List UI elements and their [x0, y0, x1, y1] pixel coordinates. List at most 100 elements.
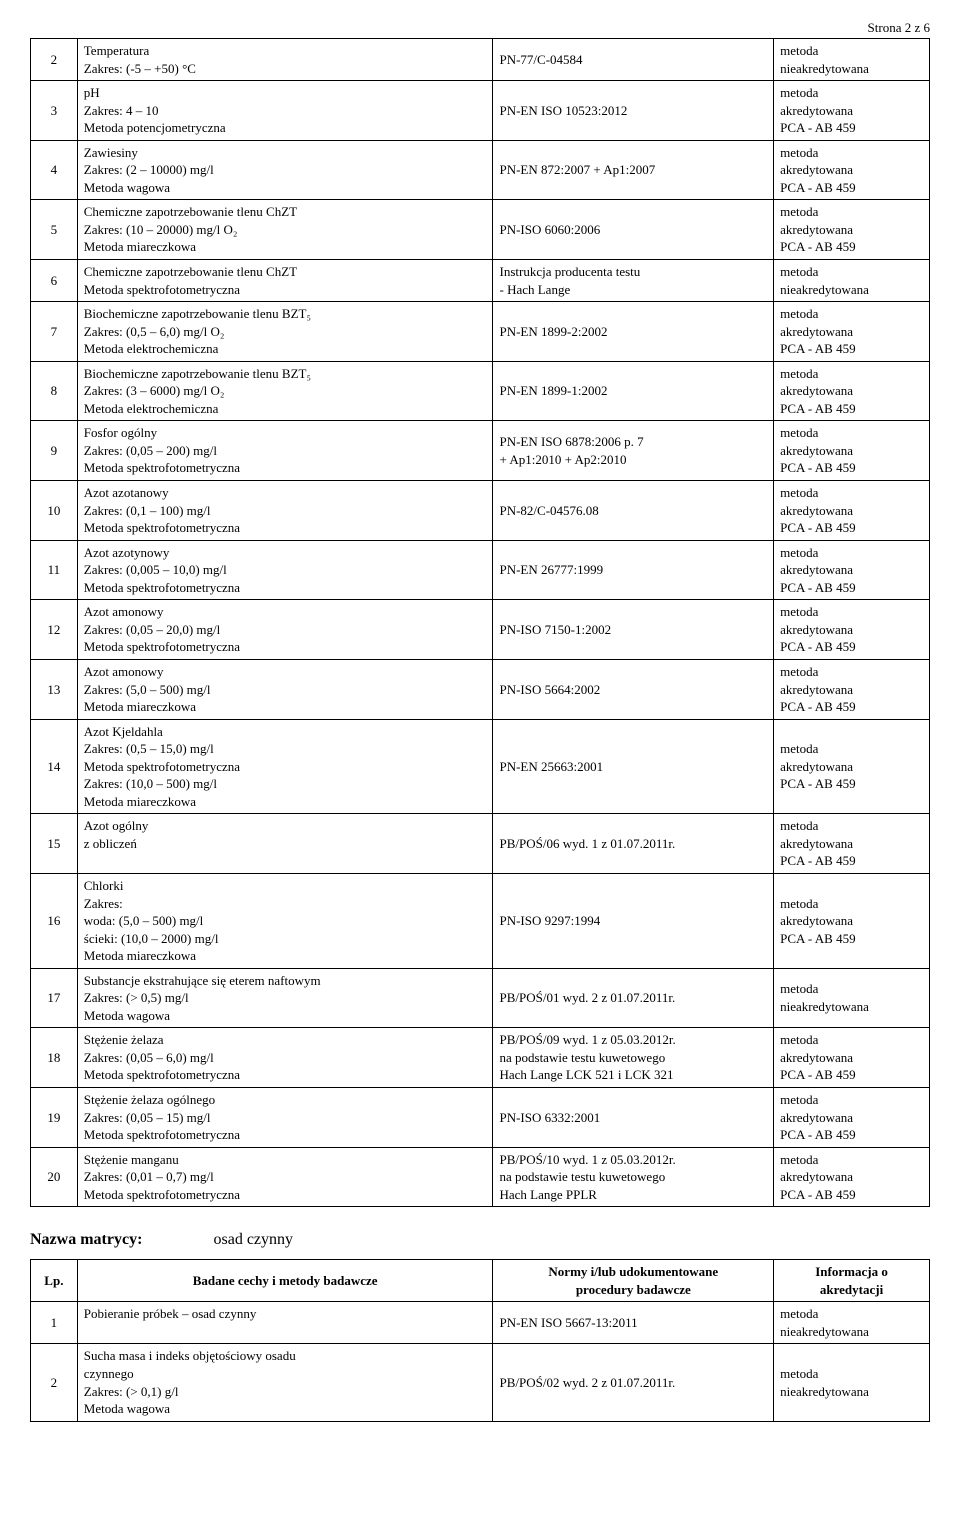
- row-desc: Azot azotynowyZakres: (0,005 – 10,0) mg/…: [77, 540, 493, 600]
- row-desc: Substancje ekstrahujące się eterem nafto…: [77, 968, 493, 1028]
- table-row: 16ChlorkiZakres:woda: (5,0 – 500) mg/lśc…: [31, 873, 930, 968]
- row-num: 2: [31, 1344, 78, 1421]
- row-desc: Azot azotanowyZakres: (0,1 – 100) mg/lMe…: [77, 481, 493, 541]
- row-info: metodaakredytowanaPCA - AB 459: [774, 719, 930, 814]
- table-row: 6Chemiczne zapotrzebowanie tlenu ChZTMet…: [31, 260, 930, 302]
- row-num: 7: [31, 302, 78, 362]
- row-info: metodanieakredytowana: [774, 968, 930, 1028]
- main-table: 2TemperaturaZakres: (-5 – +50) °CPN-77/C…: [30, 38, 930, 1207]
- table-row: 17Substancje ekstrahujące się eterem naf…: [31, 968, 930, 1028]
- table-row: 9Fosfor ogólnyZakres: (0,05 – 200) mg/lM…: [31, 421, 930, 481]
- col-norm: Normy i/lub udokumentowaneprocedury bada…: [493, 1260, 774, 1302]
- row-desc: ZawiesinyZakres: (2 – 10000) mg/lMetoda …: [77, 140, 493, 200]
- row-desc: TemperaturaZakres: (-5 – +50) °C: [77, 39, 493, 81]
- row-norm: PN-ISO 5664:2002: [493, 659, 774, 719]
- table-row: 20Stężenie manganuZakres: (0,01 – 0,7) m…: [31, 1147, 930, 1207]
- row-info: metodaakredytowanaPCA - AB 459: [774, 814, 930, 874]
- row-norm: PN-EN 26777:1999: [493, 540, 774, 600]
- row-norm: PN-EN ISO 5667-13:2011: [493, 1302, 774, 1344]
- table-row: 8Biochemiczne zapotrzebowanie tlenu BZT₅…: [31, 361, 930, 421]
- row-desc: Stężenie manganuZakres: (0,01 – 0,7) mg/…: [77, 1147, 493, 1207]
- table-row: 18Stężenie żelazaZakres: (0,05 – 6,0) mg…: [31, 1028, 930, 1088]
- table-row: 3pHZakres: 4 – 10Metoda potencjometryczn…: [31, 81, 930, 141]
- table-row: 4ZawiesinyZakres: (2 – 10000) mg/lMetoda…: [31, 140, 930, 200]
- table-row: 15Azot ogólnyz obliczeńPB/POŚ/06 wyd. 1 …: [31, 814, 930, 874]
- row-desc: pHZakres: 4 – 10Metoda potencjometryczna: [77, 81, 493, 141]
- row-num: 15: [31, 814, 78, 874]
- row-norm: PB/POŚ/10 wyd. 1 z 05.03.2012r.na podsta…: [493, 1147, 774, 1207]
- row-num: 9: [31, 421, 78, 481]
- table-row: 13Azot amonowyZakres: (5,0 – 500) mg/lMe…: [31, 659, 930, 719]
- row-desc: Fosfor ogólnyZakres: (0,05 – 200) mg/lMe…: [77, 421, 493, 481]
- row-info: metodaakredytowanaPCA - AB 459: [774, 481, 930, 541]
- col-lp: Lp.: [31, 1260, 78, 1302]
- table-row: 1Pobieranie próbek – osad czynnyPN-EN IS…: [31, 1302, 930, 1344]
- row-num: 4: [31, 140, 78, 200]
- row-norm: PB/POŚ/06 wyd. 1 z 01.07.2011r.: [493, 814, 774, 874]
- row-desc: Azot ogólnyz obliczeń: [77, 814, 493, 874]
- row-norm: PB/POŚ/02 wyd. 2 z 01.07.2011r.: [493, 1344, 774, 1421]
- second-table: Lp. Badane cechy i metody badawcze Normy…: [30, 1259, 930, 1421]
- table-row: 19Stężenie żelaza ogólnegoZakres: (0,05 …: [31, 1087, 930, 1147]
- row-norm: PN-EN ISO 6878:2006 p. 7+ Ap1:2010 + Ap2…: [493, 421, 774, 481]
- row-num: 14: [31, 719, 78, 814]
- row-info: metodaakredytowanaPCA - AB 459: [774, 421, 930, 481]
- row-info: metodaakredytowanaPCA - AB 459: [774, 1028, 930, 1088]
- row-info: metodaakredytowanaPCA - AB 459: [774, 659, 930, 719]
- row-desc: Stężenie żelaza ogólnegoZakres: (0,05 – …: [77, 1087, 493, 1147]
- row-norm: PN-EN 25663:2001: [493, 719, 774, 814]
- row-info: metodaakredytowanaPCA - AB 459: [774, 302, 930, 362]
- row-norm: PN-ISO 7150-1:2002: [493, 600, 774, 660]
- row-num: 8: [31, 361, 78, 421]
- row-desc: Biochemiczne zapotrzebowanie tlenu BZT₅Z…: [77, 361, 493, 421]
- row-norm: PN-EN 1899-2:2002: [493, 302, 774, 362]
- row-desc: Azot KjeldahlaZakres: (0,5 – 15,0) mg/lM…: [77, 719, 493, 814]
- row-desc: Azot amonowyZakres: (5,0 – 500) mg/lMeto…: [77, 659, 493, 719]
- row-info: metodaakredytowanaPCA - AB 459: [774, 81, 930, 141]
- row-norm: PN-ISO 9297:1994: [493, 873, 774, 968]
- row-desc: Azot amonowyZakres: (0,05 – 20,0) mg/lMe…: [77, 600, 493, 660]
- row-norm: PB/POŚ/01 wyd. 2 z 01.07.2011r.: [493, 968, 774, 1028]
- row-desc: Chemiczne zapotrzebowanie tlenu ChZTMeto…: [77, 260, 493, 302]
- row-num: 2: [31, 39, 78, 81]
- row-info: metodaakredytowanaPCA - AB 459: [774, 361, 930, 421]
- row-num: 19: [31, 1087, 78, 1147]
- row-info: metodaakredytowanaPCA - AB 459: [774, 200, 930, 260]
- row-info: metodaakredytowanaPCA - AB 459: [774, 1147, 930, 1207]
- row-num: 5: [31, 200, 78, 260]
- row-norm: PN-EN 1899-1:2002: [493, 361, 774, 421]
- table-row: 10Azot azotanowyZakres: (0,1 – 100) mg/l…: [31, 481, 930, 541]
- row-info: metodaakredytowanaPCA - AB 459: [774, 140, 930, 200]
- row-info: metodaakredytowanaPCA - AB 459: [774, 540, 930, 600]
- table-row: 11Azot azotynowyZakres: (0,005 – 10,0) m…: [31, 540, 930, 600]
- row-num: 20: [31, 1147, 78, 1207]
- table-row: 7Biochemiczne zapotrzebowanie tlenu BZT₅…: [31, 302, 930, 362]
- row-num: 1: [31, 1302, 78, 1344]
- row-norm: PN-77/C-04584: [493, 39, 774, 81]
- row-num: 10: [31, 481, 78, 541]
- row-info: metodanieakredytowana: [774, 260, 930, 302]
- row-num: 3: [31, 81, 78, 141]
- row-num: 13: [31, 659, 78, 719]
- table-row: 5Chemiczne zapotrzebowanie tlenu ChZTZak…: [31, 200, 930, 260]
- row-desc: Stężenie żelazaZakres: (0,05 – 6,0) mg/l…: [77, 1028, 493, 1088]
- row-norm: PN-82/C-04576.08: [493, 481, 774, 541]
- row-desc: ChlorkiZakres:woda: (5,0 – 500) mg/lście…: [77, 873, 493, 968]
- row-info: metodanieakredytowana: [774, 1344, 930, 1421]
- row-norm: PN-EN 872:2007 + Ap1:2007: [493, 140, 774, 200]
- matrix-name: osad czynny: [214, 1231, 294, 1248]
- row-num: 17: [31, 968, 78, 1028]
- page-number: Strona 2 z 6: [30, 20, 930, 36]
- matrix-label: Nazwa matrycy:: [30, 1231, 210, 1249]
- row-desc: Chemiczne zapotrzebowanie tlenu ChZTZakr…: [77, 200, 493, 260]
- col-info: Informacja oakredytacji: [774, 1260, 930, 1302]
- row-info: metodaakredytowanaPCA - AB 459: [774, 600, 930, 660]
- table-row: 12Azot amonowyZakres: (0,05 – 20,0) mg/l…: [31, 600, 930, 660]
- row-num: 12: [31, 600, 78, 660]
- row-info: metodanieakredytowana: [774, 1302, 930, 1344]
- table-row: 2Sucha masa i indeks objętościowy osaduc…: [31, 1344, 930, 1421]
- matrix-heading: Nazwa matrycy: osad czynny: [30, 1231, 930, 1249]
- row-num: 18: [31, 1028, 78, 1088]
- table-header-row: Lp. Badane cechy i metody badawcze Normy…: [31, 1260, 930, 1302]
- row-desc: Pobieranie próbek – osad czynny: [77, 1302, 493, 1344]
